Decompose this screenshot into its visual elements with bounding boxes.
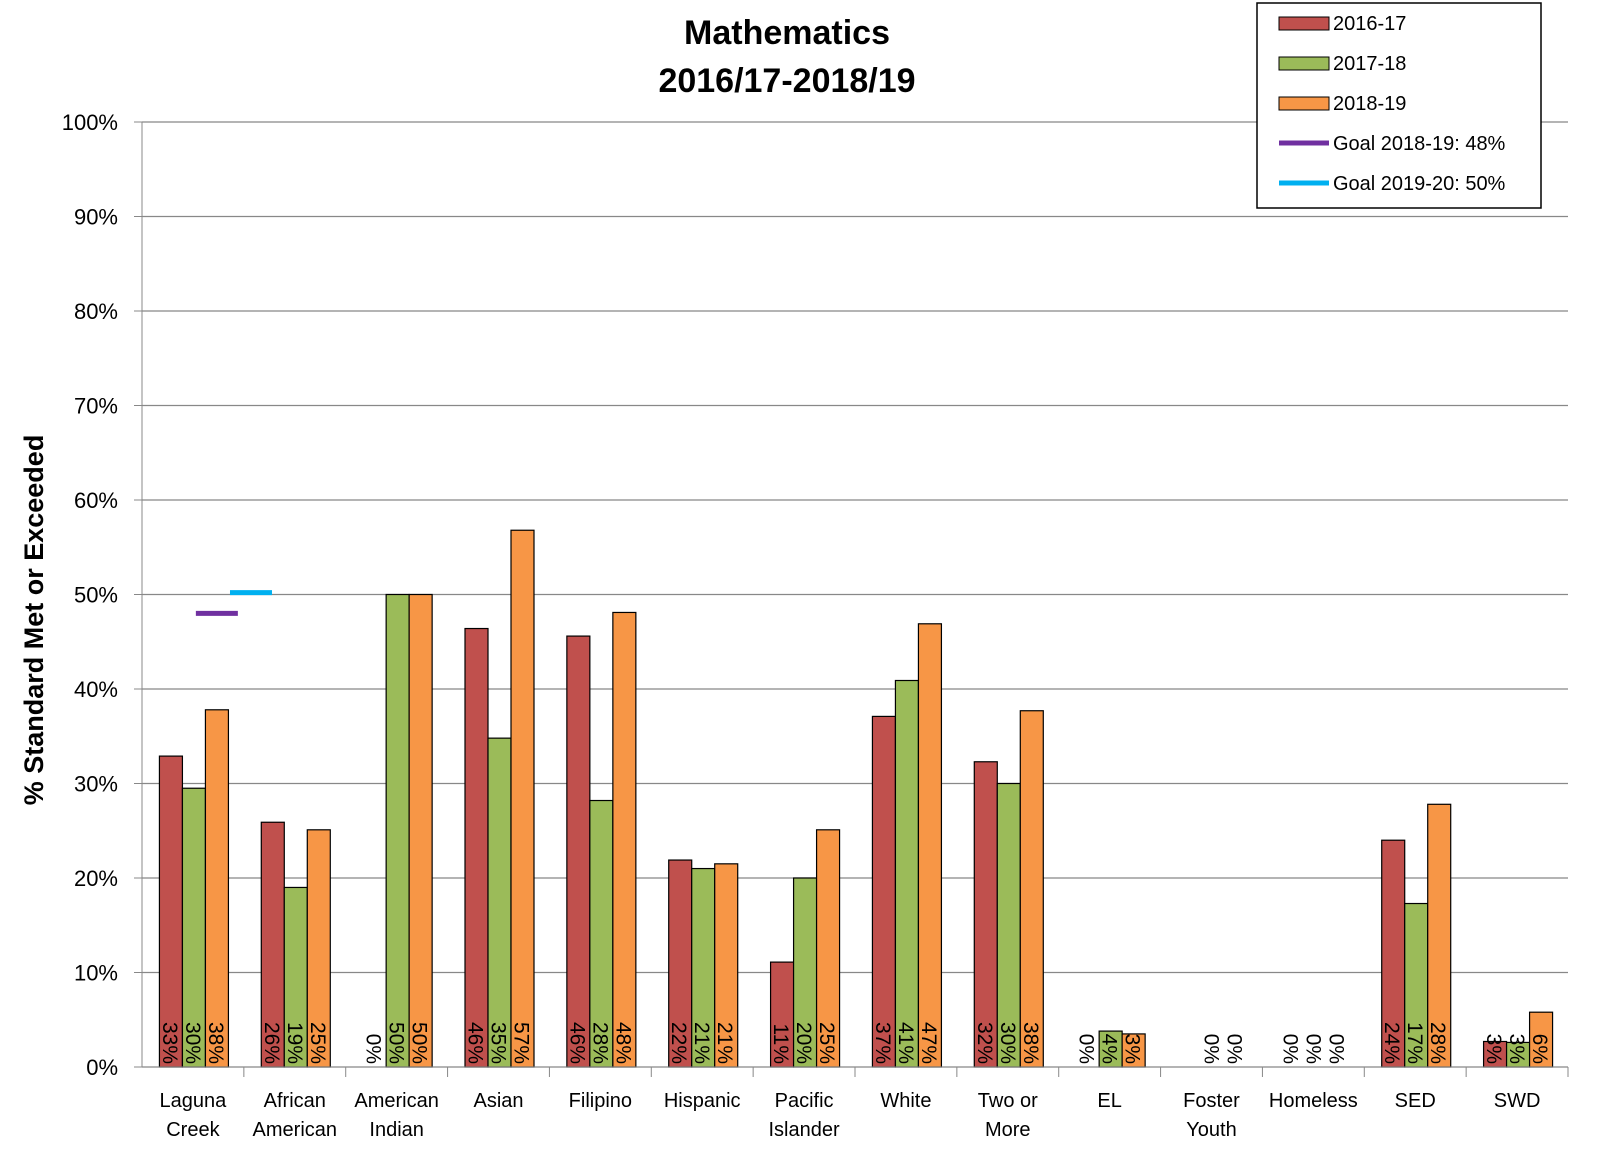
bar bbox=[871, 715, 897, 1068]
x-tick-label: Pacific Islander bbox=[768, 1090, 839, 1141]
value-label: 46% bbox=[464, 1022, 487, 1064]
y-tick-label: 20% bbox=[74, 866, 118, 891]
value-label: 41% bbox=[894, 1022, 917, 1064]
x-tick-label: White bbox=[880, 1090, 931, 1112]
value-label: 11% bbox=[769, 1024, 792, 1064]
value-label: 30% bbox=[996, 1022, 1019, 1064]
y-tick-label: 0% bbox=[86, 1055, 118, 1080]
legend-swatch bbox=[1278, 16, 1330, 31]
value-label: 22% bbox=[667, 1022, 690, 1064]
bar bbox=[158, 755, 184, 1068]
value-label: 37% bbox=[871, 1022, 894, 1064]
value-label: 4% bbox=[1098, 1034, 1121, 1064]
chart-title: 2016/17-2018/19 bbox=[658, 62, 915, 100]
x-tick-label: Foster Youth bbox=[1183, 1090, 1240, 1141]
bar bbox=[385, 593, 410, 1068]
y-tick-label: 80% bbox=[74, 299, 118, 324]
x-tick-label: African American bbox=[253, 1090, 337, 1141]
bar bbox=[894, 679, 920, 1068]
value-label: 38% bbox=[1019, 1022, 1042, 1064]
legend-label: 2018-19 bbox=[1333, 93, 1406, 115]
y-tick-label: 10% bbox=[74, 961, 118, 986]
value-label: 24% bbox=[1380, 1022, 1403, 1064]
value-label: 26% bbox=[260, 1022, 283, 1064]
value-label: 0% bbox=[1324, 1034, 1347, 1064]
value-label: 50% bbox=[408, 1022, 431, 1064]
value-label: 0% bbox=[362, 1034, 385, 1064]
x-tick-label: Two or More bbox=[978, 1090, 1038, 1141]
bar bbox=[510, 529, 535, 1068]
value-label: 25% bbox=[815, 1022, 838, 1064]
value-label: 0% bbox=[1200, 1034, 1223, 1064]
value-label: 25% bbox=[306, 1022, 329, 1064]
value-label: 32% bbox=[973, 1022, 996, 1064]
value-label: 3% bbox=[1482, 1034, 1505, 1064]
value-label: 35% bbox=[487, 1022, 510, 1064]
value-label: 30% bbox=[181, 1022, 204, 1064]
value-label: 46% bbox=[565, 1022, 588, 1064]
bar bbox=[487, 737, 512, 1068]
value-label: 21% bbox=[713, 1022, 736, 1064]
legend-label: 2016-17 bbox=[1333, 13, 1406, 35]
y-tick-label: 100% bbox=[62, 110, 118, 135]
value-label: 47% bbox=[917, 1022, 940, 1064]
value-label: 0% bbox=[1223, 1034, 1246, 1064]
bar bbox=[917, 623, 943, 1068]
value-label: 0% bbox=[1075, 1034, 1098, 1064]
value-label: 3% bbox=[1505, 1034, 1528, 1064]
y-tick-label: 60% bbox=[74, 488, 118, 513]
y-tick-label: 50% bbox=[74, 583, 118, 608]
value-label: 50% bbox=[385, 1022, 408, 1064]
x-tick-label: SWD bbox=[1494, 1090, 1541, 1112]
x-tick-label: Laguna Creek bbox=[160, 1090, 228, 1141]
legend-label: 2017-18 bbox=[1333, 53, 1406, 75]
bar bbox=[464, 627, 489, 1068]
value-label: 21% bbox=[690, 1022, 713, 1064]
y-tick-label: 30% bbox=[74, 772, 118, 797]
value-label: 48% bbox=[611, 1022, 634, 1064]
value-label: 0% bbox=[1278, 1034, 1301, 1064]
x-tick-label: Asian bbox=[473, 1090, 523, 1112]
x-tick-label: Homeless bbox=[1269, 1090, 1358, 1112]
x-tick-label: Hispanic bbox=[664, 1090, 741, 1112]
bar bbox=[408, 593, 433, 1068]
value-label: 33% bbox=[158, 1022, 181, 1064]
bar bbox=[1019, 710, 1044, 1068]
x-tick-label: American Indian bbox=[354, 1090, 438, 1141]
y-axis-label: % Standard Met or Exceeded bbox=[19, 435, 49, 806]
legend-label: Goal 2019-20: 50% bbox=[1333, 173, 1506, 195]
legend-swatch bbox=[1278, 96, 1330, 111]
value-label: 57% bbox=[510, 1022, 533, 1064]
value-label: 17% bbox=[1403, 1022, 1426, 1064]
bar bbox=[204, 709, 230, 1068]
value-label: 28% bbox=[1426, 1022, 1449, 1064]
bar bbox=[612, 611, 637, 1068]
value-label: 0% bbox=[1301, 1034, 1324, 1064]
y-tick-label: 70% bbox=[74, 394, 118, 419]
x-tick-label: SED bbox=[1395, 1090, 1436, 1112]
value-label: 6% bbox=[1528, 1034, 1551, 1064]
value-label: 3% bbox=[1121, 1034, 1144, 1064]
value-label: 20% bbox=[792, 1022, 815, 1064]
value-label: 38% bbox=[204, 1022, 227, 1064]
legend-label: Goal 2018-19: 48% bbox=[1333, 133, 1506, 155]
chart-title: Mathematics bbox=[684, 14, 890, 52]
x-tick-label: EL bbox=[1097, 1090, 1121, 1112]
value-label: 19% bbox=[283, 1022, 306, 1064]
legend-swatch bbox=[1278, 56, 1330, 71]
y-tick-label: 90% bbox=[74, 205, 118, 230]
bar bbox=[566, 635, 591, 1068]
x-tick-label: Filipino bbox=[569, 1090, 632, 1112]
value-label: 28% bbox=[588, 1022, 611, 1064]
y-tick-label: 40% bbox=[74, 677, 118, 702]
